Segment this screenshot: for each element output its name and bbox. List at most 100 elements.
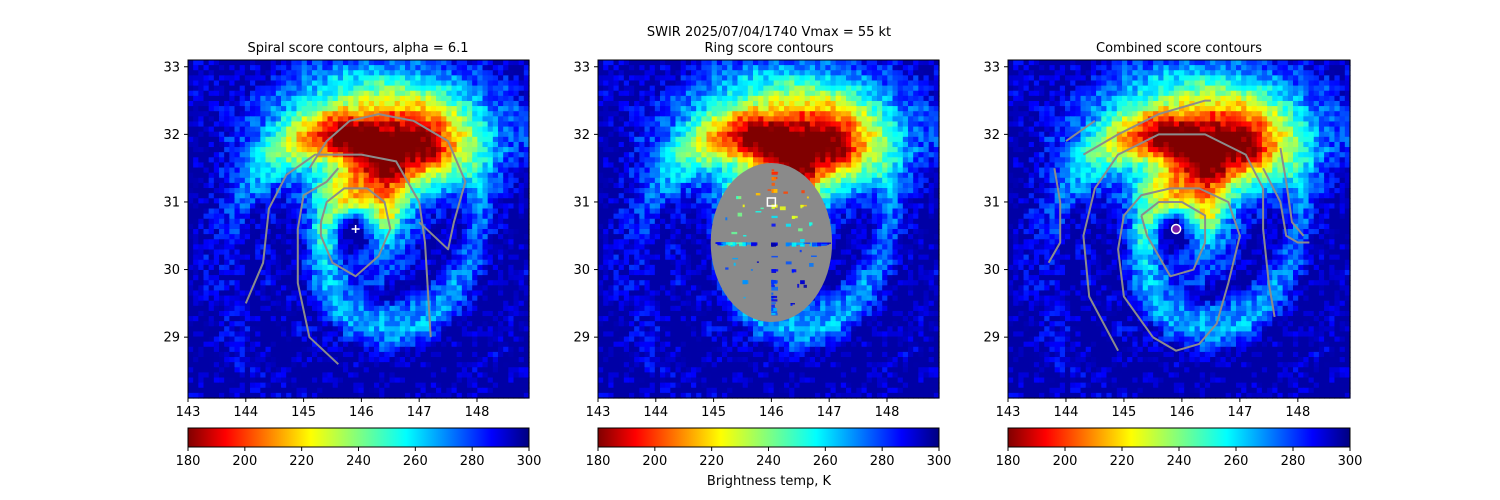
heatmap-cell: [384, 131, 391, 138]
heatmap-cell: [306, 136, 313, 143]
heatmap-cell: [498, 157, 504, 164]
heatmap-cell: [229, 111, 236, 117]
heatmap-cell: [467, 100, 473, 107]
heatmap-cell: [234, 182, 241, 189]
heatmap-cell: [508, 80, 515, 87]
heatmap-cell: [332, 218, 339, 225]
heatmap-cell: [799, 90, 806, 97]
heatmap-cell: [436, 167, 442, 174]
heatmap-cell: [270, 254, 277, 261]
heatmap-cell: [456, 116, 463, 123]
heatmap-cell: [394, 95, 401, 102]
heatmap-cell: [260, 126, 267, 133]
heatmap-cell: [425, 167, 432, 174]
heatmap-cell: [508, 141, 515, 148]
heatmap-cell: [348, 295, 354, 302]
heatmap-cell: [348, 259, 354, 266]
heatmap-cell: [446, 80, 453, 87]
heatmap-cell: [286, 106, 292, 112]
heatmap-cell: [353, 249, 360, 256]
heatmap-cell: [773, 95, 780, 102]
heatmap-cell: [482, 223, 489, 230]
heatmap-cell: [639, 75, 646, 82]
heatmap-cell: [608, 60, 615, 66]
heatmap-cell: [634, 85, 640, 92]
heatmap-cell: [441, 223, 447, 230]
heatmap-cell: [322, 290, 329, 297]
heatmap-cell: [281, 269, 287, 276]
heatmap-cell: [399, 229, 406, 235]
heatmap-cell: [856, 70, 863, 76]
heatmap-cell: [265, 223, 272, 230]
heatmap-cell: [394, 336, 401, 343]
heatmap-cell: [399, 223, 406, 230]
heatmap-cell: [193, 269, 199, 276]
heatmap-cell: [472, 234, 478, 240]
heatmap-cell: [763, 100, 770, 107]
heatmap-cell: [368, 177, 375, 184]
heatmap-cell: [306, 336, 313, 343]
heatmap-cell: [281, 234, 287, 240]
heatmap-cell: [250, 305, 256, 312]
heatmap-cell: [399, 213, 406, 220]
heatmap-cell: [706, 90, 713, 97]
heatmap-cell: [343, 95, 349, 102]
heatmap-cell: [286, 60, 292, 66]
heatmap-cell: [208, 177, 215, 184]
heatmap-cell: [737, 95, 744, 102]
heatmap-cell: [213, 111, 220, 117]
heatmap-cell: [866, 75, 873, 82]
heatmap-cell: [508, 331, 515, 338]
heatmap-cell: [508, 254, 515, 261]
heatmap-cell: [358, 234, 365, 240]
heatmap-cell: [420, 259, 427, 266]
heatmap-cell: [193, 131, 199, 138]
heatmap-cell: [394, 141, 401, 148]
heatmap-cell: [275, 357, 282, 363]
heatmap-cell: [389, 218, 396, 225]
heatmap-cell: [275, 95, 282, 102]
heatmap-cell: [410, 264, 416, 271]
heatmap-cell: [518, 126, 525, 133]
heatmap-cell: [286, 131, 292, 138]
heatmap-cell: [482, 372, 489, 379]
heatmap-cell: [472, 147, 478, 153]
heatmap-cell: [348, 382, 354, 389]
heatmap-cell: [327, 106, 334, 112]
heatmap-cell: [332, 357, 339, 363]
heatmap-cell: [446, 213, 453, 220]
heatmap-cell: [670, 95, 677, 102]
heatmap-cell: [296, 80, 303, 87]
heatmap-cell: [840, 75, 847, 82]
heatmap-cell: [301, 269, 308, 276]
heatmap-cell: [358, 116, 365, 123]
heatmap-cell: [498, 177, 504, 184]
heatmap-cell: [467, 382, 473, 389]
colorbar: 180 200 220 240 260 280 300: [176, 427, 541, 469]
heatmap-cell: [456, 177, 463, 184]
heatmap-cell: [337, 382, 344, 389]
heatmap-cell: [384, 377, 391, 384]
heatmap-cell: [508, 188, 515, 194]
heatmap-cell: [234, 203, 241, 210]
heatmap-cell: [244, 336, 251, 343]
heatmap-cell: [436, 121, 442, 128]
heatmap-cell: [224, 223, 230, 230]
heatmap-cell: [410, 162, 416, 169]
heatmap-cell: [327, 75, 334, 82]
heatmap-cell: [405, 259, 411, 266]
heatmap-cell: [430, 392, 437, 399]
heatmap-cell: [482, 254, 489, 261]
heatmap-cell: [244, 167, 251, 174]
heatmap-cell: [296, 259, 303, 266]
heatmap-cell: [198, 157, 205, 164]
heatmap-cell: [244, 152, 251, 158]
heatmap-cell: [768, 75, 775, 82]
heatmap-cell: [260, 321, 267, 327]
heatmap-cell: [312, 188, 318, 194]
heatmap-cell: [219, 65, 225, 71]
heatmap-cell: [286, 136, 292, 143]
heatmap-cell: [482, 341, 489, 348]
heatmap-cell: [523, 326, 530, 333]
heatmap-cell: [441, 90, 447, 97]
